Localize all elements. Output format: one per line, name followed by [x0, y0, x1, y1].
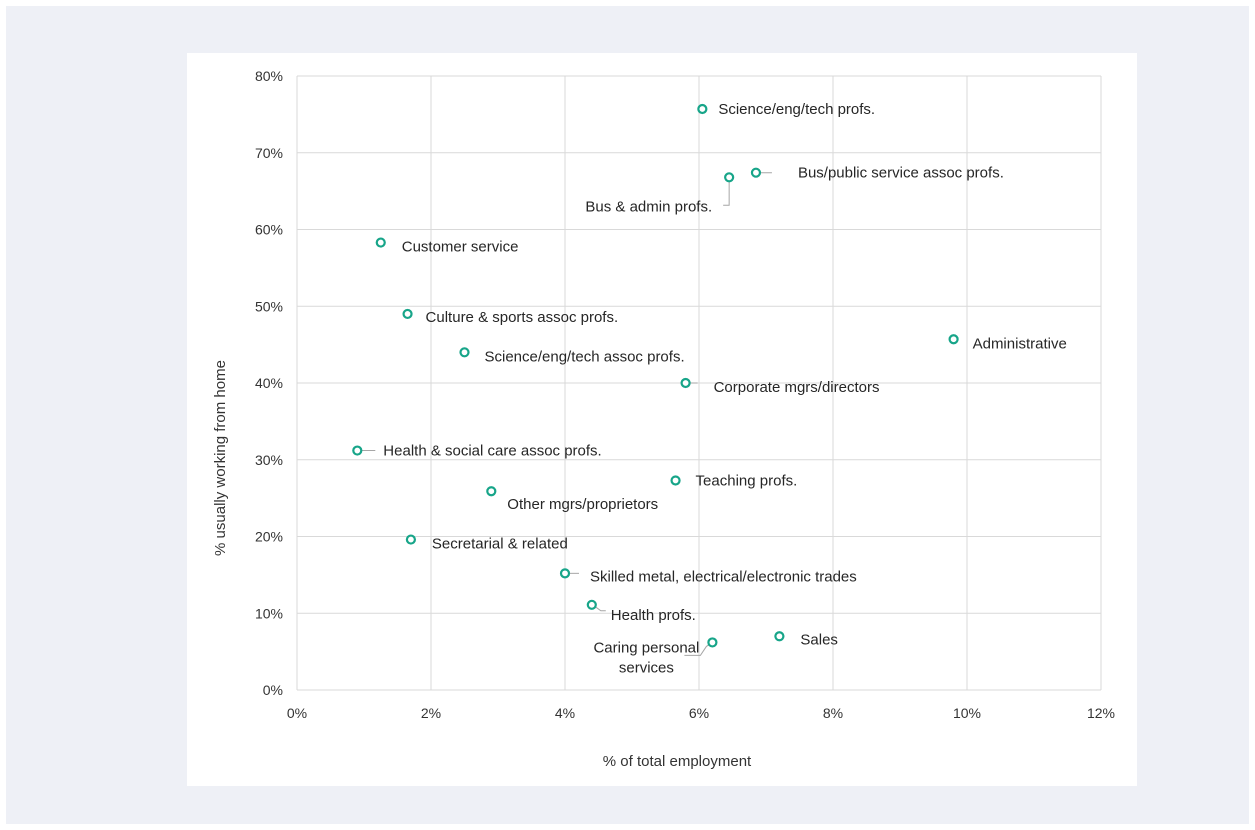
y-axis-title: % usually working from home — [212, 360, 229, 556]
x-tick-label: 2% — [421, 705, 441, 721]
y-tick-labels: 0% 10% 20% 30% 40% 50% 60% 70% 80% — [255, 68, 283, 698]
data-point — [670, 475, 681, 486]
x-tick-label: 0% — [287, 705, 307, 721]
x-tick-label: 6% — [689, 705, 709, 721]
point-labels: Science/eng/tech profs. Bus/public servic… — [383, 101, 1067, 676]
data-point — [405, 534, 416, 545]
grid-lines — [296, 75, 1102, 691]
data-point — [707, 637, 718, 648]
data-point — [486, 486, 497, 497]
data-point — [697, 103, 708, 115]
x-tick-label: 8% — [823, 705, 843, 721]
point-label: Other mgrs/proprietors — [507, 496, 658, 513]
point-label: Customer service — [402, 239, 519, 256]
data-point — [352, 445, 363, 456]
point-label: Bus & admin profs. — [585, 198, 712, 215]
y-tick-label: 10% — [255, 605, 283, 621]
point-label: Health profs. — [611, 607, 696, 624]
scatter-chart: 0% 2% 4% 6% 8% 10% 12% 0% 10% 20% 30% 40% 50% 60% 70%… — [212, 68, 1115, 770]
y-tick-label: 60% — [255, 222, 283, 238]
data-point — [948, 334, 959, 345]
point-label: Secretarial & related — [432, 536, 568, 553]
data-point — [724, 172, 735, 183]
point-label: Teaching profs. — [696, 472, 798, 489]
point-label: Culture & sports assoc profs. — [426, 309, 619, 326]
data-point — [586, 599, 597, 610]
point-label: Caring personal services — [593, 639, 699, 676]
point-label: Administrative — [973, 335, 1067, 352]
y-tick-label: 70% — [255, 145, 283, 161]
data-point — [402, 308, 413, 320]
data-point — [559, 568, 571, 579]
data-point — [375, 237, 386, 248]
x-tick-label: 10% — [953, 705, 981, 721]
y-tick-label: 30% — [255, 452, 283, 468]
data-points — [352, 103, 959, 648]
point-label: Health & social care assoc profs. — [383, 443, 601, 460]
y-tick-label: 0% — [263, 682, 283, 698]
x-tick-labels: 0% 2% 4% 6% 8% 10% 12% — [287, 705, 1115, 721]
y-tick-label: 40% — [255, 375, 283, 391]
point-label: Corporate mgrs/directors — [714, 379, 880, 396]
chart-card: 0% 2% 4% 6% 8% 10% 12% 0% 10% 20% 30% 40% 50% 60% 70%… — [187, 53, 1137, 786]
point-label: Science/eng/tech profs. — [718, 101, 875, 118]
data-point — [680, 377, 691, 389]
y-tick-label: 80% — [255, 68, 283, 84]
point-label: Science/eng/tech assoc profs. — [485, 348, 685, 365]
y-tick-label: 20% — [255, 529, 283, 545]
point-label: Sales — [800, 631, 838, 648]
data-point — [459, 347, 470, 358]
x-tick-label: 12% — [1087, 705, 1115, 721]
point-label: Skilled metal, electrical/electronic tra… — [590, 568, 857, 585]
x-tick-label: 4% — [555, 705, 575, 721]
point-label: Bus/public service assoc profs. — [798, 165, 1004, 182]
y-tick-label: 50% — [255, 298, 283, 314]
data-point — [774, 631, 785, 642]
data-point — [750, 167, 762, 178]
x-axis-title: % of total employment — [603, 753, 752, 770]
page-background: 0% 2% 4% 6% 8% 10% 12% 0% 10% 20% 30% 40% 50% 60% 70%… — [6, 6, 1249, 824]
